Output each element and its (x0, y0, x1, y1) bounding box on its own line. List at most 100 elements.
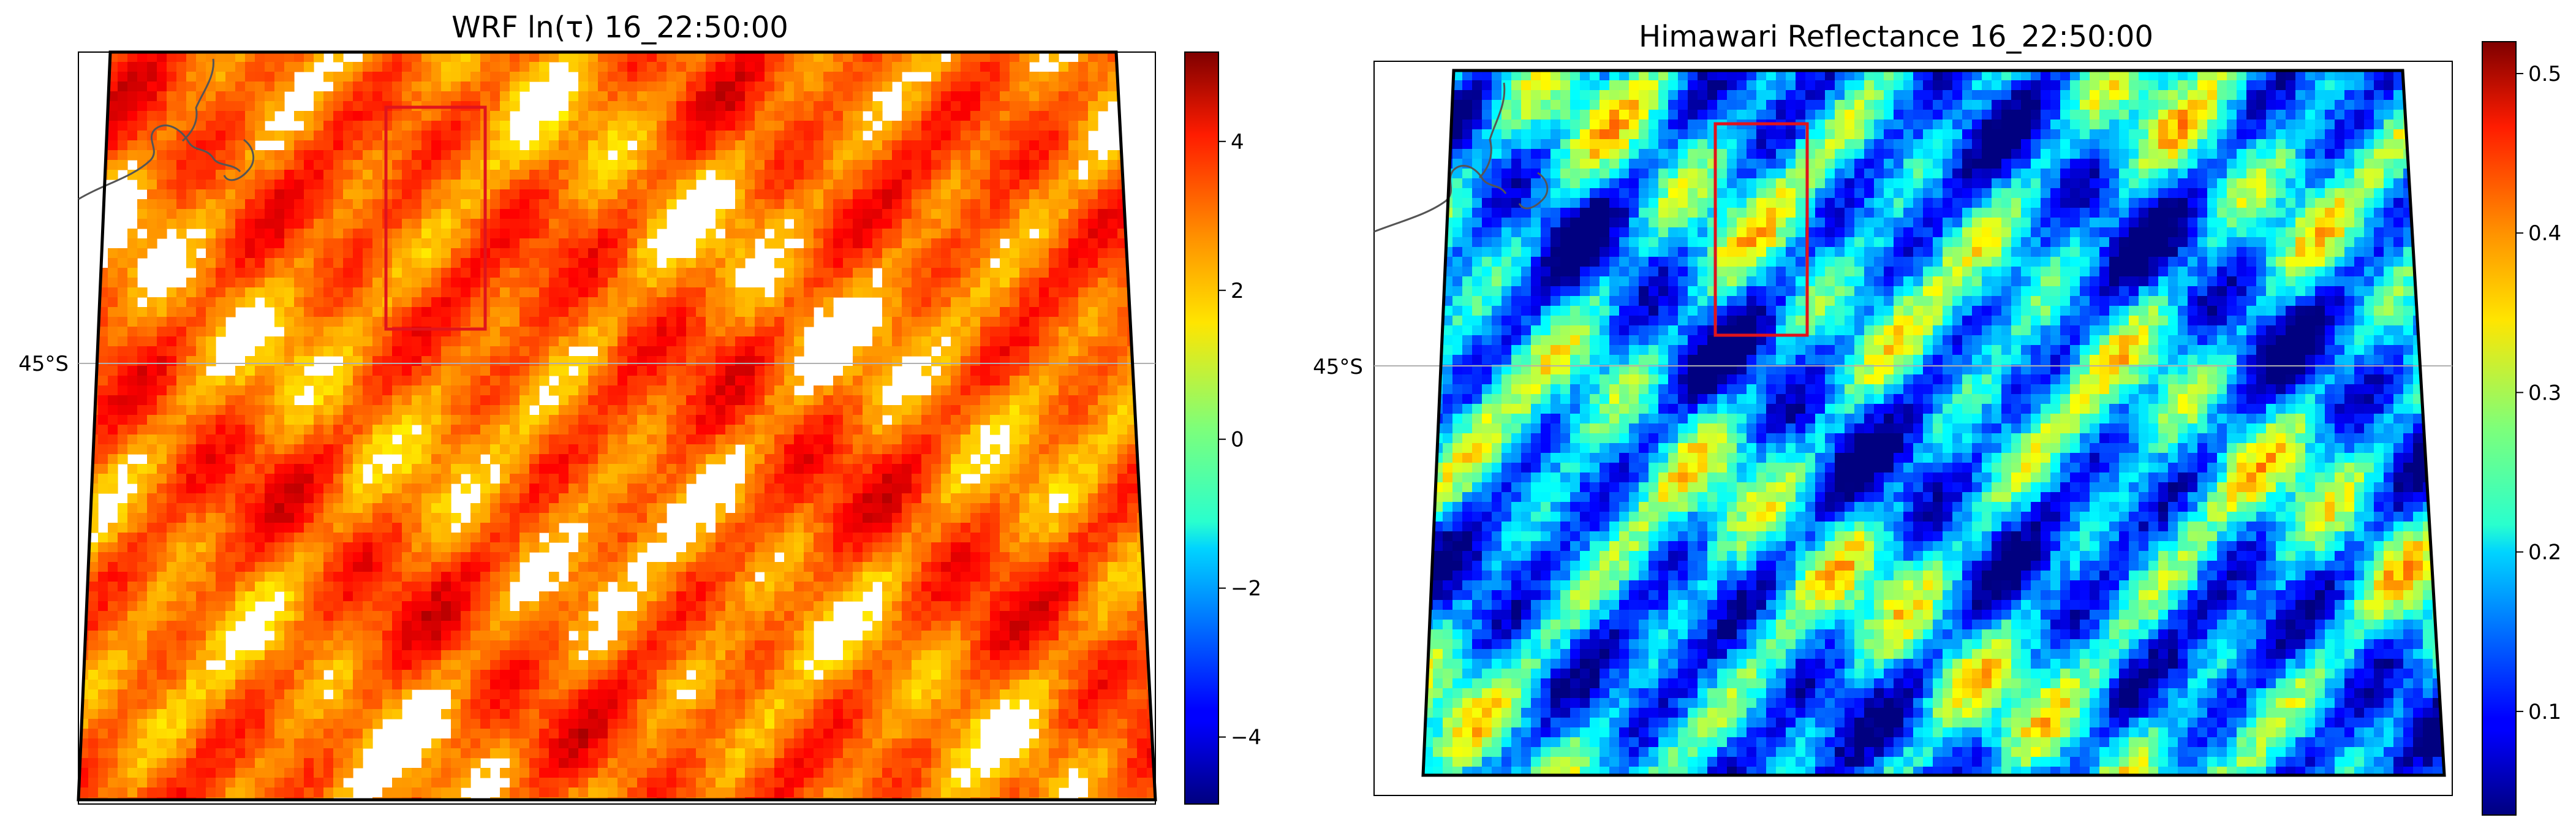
wrf-field-cell (186, 297, 197, 308)
wrf-field-cell (147, 434, 157, 445)
wrf-field-cell (323, 91, 334, 102)
wrf-field-cell (323, 219, 334, 229)
wrf-field-cell (598, 82, 608, 92)
wrf-field-cell (206, 160, 216, 170)
wrf-field-cell (490, 170, 500, 180)
wrf-field-cell (716, 238, 726, 249)
wrf-field-cell (529, 248, 540, 259)
wrf-field-cell (725, 356, 736, 366)
wrf-field-cell (392, 278, 402, 288)
wrf-field-cell (745, 219, 755, 229)
wrf-field-cell (1049, 219, 1059, 229)
wrf-field-cell (931, 140, 942, 151)
wrf-field-cell (265, 454, 275, 465)
wrf-field-cell (529, 72, 540, 82)
wrf-field-cell (363, 278, 373, 288)
wrf-field-cell (588, 425, 599, 435)
wrf-field-cell (1078, 385, 1089, 396)
wrf-field-cell (706, 160, 716, 170)
wrf-field-cell (245, 219, 255, 229)
wrf-field-cell (1039, 180, 1049, 190)
wrf-field-cell (598, 131, 608, 141)
wrf-field-cell (951, 533, 961, 543)
wrf-field-cell (725, 91, 736, 102)
wrf-field-cell (618, 434, 628, 445)
wrf-field-cell (833, 434, 844, 445)
wrf-field-cell (696, 287, 706, 298)
wrf-field-cell (304, 533, 314, 543)
wrf-field-cell (216, 62, 226, 72)
wrf-field-cell (490, 434, 500, 445)
wrf-field-cell (902, 140, 912, 151)
wrf-field-cell (559, 150, 569, 161)
wrf-field-cell (784, 229, 795, 239)
wrf-field-cell (461, 307, 471, 317)
wrf-field-cell (333, 425, 344, 435)
wrf-field-cell (598, 189, 608, 200)
wrf-field-cell (304, 434, 314, 445)
wrf-field-cell (843, 444, 853, 455)
wrf-field-cell (961, 101, 971, 112)
wrf-field-cell (118, 425, 128, 435)
wrf-field-cell (1000, 248, 1010, 259)
wrf-field-cell (127, 62, 138, 72)
wrf-field-cell (461, 121, 471, 131)
wrf-field-cell (314, 199, 324, 210)
wrf-field-cell (235, 513, 246, 523)
wrf-field-cell (216, 405, 226, 416)
wrf-field-cell (1049, 297, 1059, 308)
wrf-field-cell (1039, 278, 1049, 288)
wrf-field-cell (1059, 454, 1069, 465)
wrf-field-cell (853, 189, 863, 200)
wrf-field-cell (323, 425, 334, 435)
wrf-field-cell (412, 229, 422, 239)
wrf-field-cell (970, 336, 981, 347)
wrf-field-cell (1088, 52, 1098, 63)
wrf-field-cell (696, 454, 706, 465)
wrf-field-cell (765, 503, 775, 514)
wrf-field-cell (735, 101, 746, 112)
wrf-field-cell (765, 160, 775, 170)
wrf-field-cell (167, 317, 177, 327)
wrf-field-cell (108, 91, 118, 102)
wrf-field-cell (500, 297, 510, 308)
wrf-field-cell (196, 415, 206, 425)
wrf-field-cell (637, 395, 648, 406)
wrf-field-cell (902, 238, 912, 249)
wrf-field-cell (127, 385, 138, 396)
wrf-field-cell (686, 464, 697, 474)
wrf-field-cell (500, 170, 510, 180)
wrf-field-cell (745, 434, 755, 445)
wrf-field-cell (990, 484, 1000, 494)
wrf-field-cell (500, 454, 510, 465)
wrf-field-cell (745, 121, 755, 131)
wrf-field-cell (353, 317, 363, 327)
wrf-field-cell (1059, 189, 1069, 200)
wrf-field-cell (627, 493, 638, 504)
wrf-field-cell (1098, 385, 1108, 396)
wrf-field-cell (118, 523, 128, 533)
wrf-field-cell (157, 111, 167, 121)
wrf-field-cell (872, 199, 883, 210)
wrf-field-cell (402, 434, 412, 445)
wrf-field-cell (1088, 493, 1098, 504)
wrf-field-cell (853, 464, 863, 474)
wrf-field-cell (774, 307, 785, 317)
wrf-field-cell (490, 523, 500, 533)
wrf-field-cell (921, 258, 932, 268)
wrf-field-cell (608, 248, 618, 259)
wrf-field-cell (921, 82, 932, 92)
wrf-field-cell (647, 131, 657, 141)
wrf-field-cell (912, 317, 922, 327)
wrf-field-cell (157, 72, 167, 82)
wrf-field-cell (176, 297, 187, 308)
wrf-field-cell (578, 199, 589, 210)
wrf-field-cell (1088, 434, 1098, 445)
wrf-field-cell (941, 287, 951, 298)
wrf-field-cell (716, 444, 726, 455)
wrf-field-cell (902, 523, 912, 533)
wrf-field-cell (343, 346, 353, 357)
wrf-field-cell (363, 219, 373, 229)
wrf-field-cell (559, 238, 569, 249)
wrf-field-cell (333, 258, 344, 268)
